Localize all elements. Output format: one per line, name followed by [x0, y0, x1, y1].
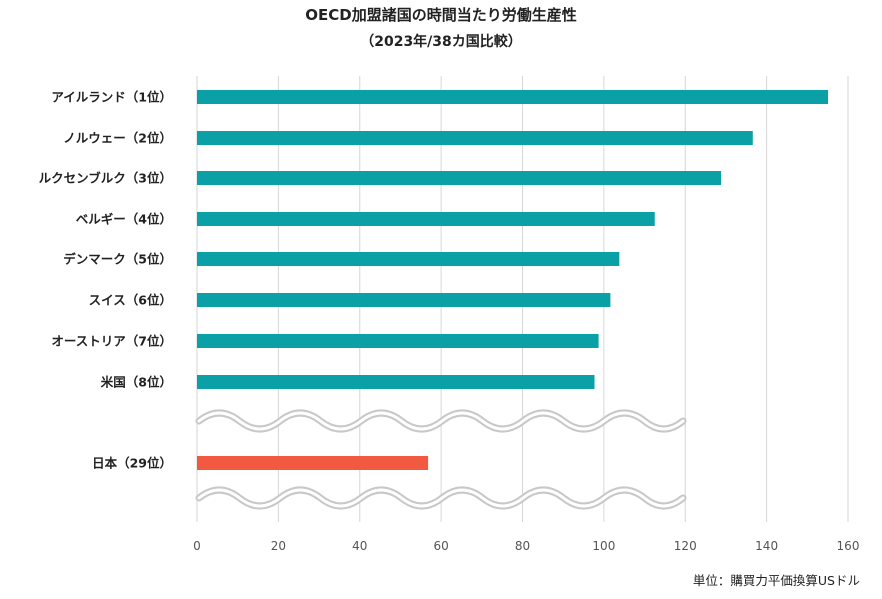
x-tick-label: 120	[674, 539, 697, 553]
category-label: オーストリア（7位）	[51, 334, 172, 349]
chart-title-block: OECD加盟諸国の時間当たり労働生産性 （2023年/38カ国比較）	[0, 4, 882, 53]
x-tick-label: 60	[433, 539, 448, 553]
category-label: ルクセンブルク（3位）	[39, 171, 172, 186]
bar-8	[197, 375, 595, 389]
x-tick-label: 20	[271, 539, 286, 553]
x-tick-label: 40	[352, 539, 367, 553]
category-label: 米国（8位）	[100, 375, 172, 390]
category-label: スイス（6位）	[89, 293, 172, 308]
x-tick-label: 100	[592, 539, 615, 553]
chart-title: OECD加盟諸国の時間当たり労働生産性	[305, 6, 577, 24]
chart-subtitle: （2023年/38カ国比較）	[360, 34, 522, 50]
bar-7	[197, 334, 599, 348]
bar-3	[197, 171, 722, 185]
bar-6	[197, 293, 611, 307]
category-label: ノルウェー（2位）	[63, 131, 172, 146]
category-label: アイルランド（1位）	[51, 90, 172, 105]
bar-9	[197, 456, 429, 470]
x-tick-label: 160	[837, 539, 860, 553]
category-label: ベルギー（4位）	[76, 212, 172, 227]
axis-break-lower-inner	[197, 488, 685, 508]
category-label: 日本（29位）	[92, 456, 172, 471]
unit-note: 単位：購買力平価換算USドル	[692, 573, 860, 588]
bar-2	[197, 131, 753, 145]
category-label: デンマーク（5位）	[63, 252, 172, 267]
bar-4	[197, 212, 655, 226]
x-tick-label: 0	[193, 539, 201, 553]
axis-break-upper-inner	[197, 411, 685, 431]
x-tick-label: 140	[755, 539, 778, 553]
x-tick-label: 80	[515, 539, 530, 553]
bar-1	[197, 90, 829, 104]
bar-5	[197, 252, 620, 266]
